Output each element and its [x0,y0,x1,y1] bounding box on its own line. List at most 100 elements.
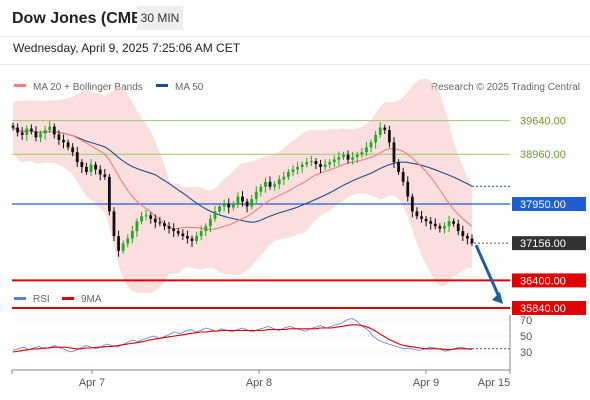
candle-body [461,231,465,237]
candle-body [273,184,277,187]
time-axis-label: Apr 15 [478,377,510,389]
candle-body [199,231,203,237]
candle-body [98,169,102,175]
candle-body [323,164,327,168]
candle-body [80,162,84,168]
candle-body [282,176,286,180]
main-legend: MA 20 + Bollinger Bands MA 50 Research ©… [14,82,580,93]
instrument-title: Dow Jones (CME) [12,10,148,27]
ma50-line [12,127,473,223]
rsi-legend: RSI 9MA [14,294,102,305]
support-level-label: 36400.00 [520,275,566,287]
resistance-level-label: 38960.00 [520,149,566,161]
candle-body [52,126,56,135]
candle-body [319,164,322,168]
candle-body [48,126,52,131]
candle-body [296,167,299,170]
candle-body [415,211,419,217]
header-divider [0,36,590,37]
rsi-ma-legend-swatch [62,297,74,300]
candle-body [328,162,332,165]
candle-body [20,132,24,135]
candle-body [89,164,93,172]
candle-body [259,186,263,192]
candle-body [57,134,61,140]
ma20-legend-swatch [14,84,26,87]
current-level-tag [512,236,586,251]
candle-body [406,181,410,197]
candle-body [387,130,391,143]
candle-body [410,196,414,212]
candle-body [268,181,272,187]
resistance-level-label: 39640.00 [520,116,566,128]
candle-body [144,215,148,217]
rsi-ma-line [12,324,472,353]
candle-body [112,211,116,237]
candle-body [190,238,194,241]
time-axis-label: Apr 9 [413,377,439,389]
candle-body [121,243,125,251]
candle-body [429,221,433,224]
candle-body [204,226,208,232]
candle-body [186,236,189,239]
candle-body [176,231,180,234]
candle-body [167,226,171,229]
support-level-label: 35840.00 [520,303,566,315]
bollinger-band [13,78,472,293]
candle-body [85,167,88,172]
candle-body [140,216,143,222]
candle-body [360,152,364,155]
candle-body [383,127,387,131]
candle-body [153,218,157,223]
candle-body [16,127,19,133]
candle-body [424,218,428,222]
ma20-legend-label: MA 20 + Bollinger Bands [33,82,143,93]
candle-body [135,221,139,232]
candle-body [397,162,400,172]
chart-header: Dow Jones (CME) 30 MIN [0,0,590,36]
candle-body [337,157,341,160]
candle-body [11,125,15,128]
candle-body [452,221,456,224]
support-level-tag [512,273,586,288]
rsi-tick-label: 50 [520,331,532,343]
candle-body [62,139,65,143]
candlesticks [11,121,474,257]
candle-body [208,218,212,227]
candle-body [245,201,249,207]
candle-body [447,221,451,227]
current-level-label: 37156.00 [520,238,566,250]
interval-badge[interactable]: 30 MIN [137,6,183,30]
candle-body [309,161,313,163]
candle-body [420,216,423,219]
candle-body [103,174,107,177]
candle-body [163,223,166,227]
candle-body [25,128,29,135]
candle-body [227,204,231,208]
candle-body [241,196,244,202]
candle-body [300,164,304,168]
time-axis-label: Apr 8 [246,377,272,389]
support-level-tag [512,301,586,316]
bollinger-band-area [13,78,472,293]
candle-body [277,179,281,185]
ma50-legend-swatch [156,84,168,87]
candle-body [314,161,318,165]
candle-body [291,169,295,172]
candle-body [34,131,38,138]
candle-body [369,142,373,148]
copyright-text: Research © 2025 Trading Central [431,82,580,93]
candle-body [213,211,217,219]
candle-body [195,236,198,241]
rsi-line [12,317,473,353]
candle-body [466,236,469,239]
candle-body [231,204,235,208]
candle-body [332,159,336,163]
candle-body [287,171,290,177]
candle-body [470,238,474,244]
candle-body [71,147,75,153]
candle-body [438,226,442,229]
candle-body [236,196,240,204]
price-level-labels: 39640.00 38960.00 37950.00 37156.00 36400.00… [512,116,586,316]
candle-body [117,236,120,251]
